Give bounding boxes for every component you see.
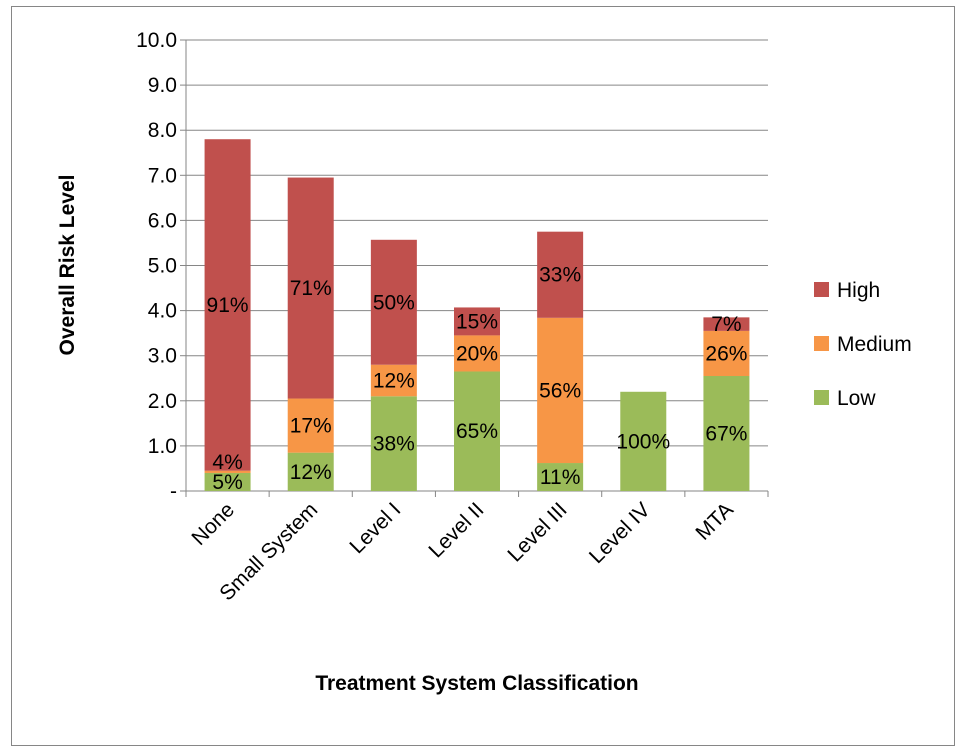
- y-tick-label: 4.0: [148, 300, 177, 323]
- x-tick-label: None: [187, 498, 239, 550]
- y-tick-label: 10.0: [136, 29, 177, 52]
- legend-swatch-medium: [814, 336, 829, 351]
- y-tick-label: -: [170, 480, 177, 503]
- data-label: 4%: [212, 451, 242, 474]
- bar-medium: [537, 317, 584, 464]
- data-label: 65%: [456, 420, 498, 443]
- data-label: 17%: [290, 415, 332, 438]
- bar-low: [370, 396, 417, 491]
- bar-high: [370, 239, 417, 365]
- data-label: 26%: [705, 342, 747, 365]
- data-label: 15%: [456, 310, 498, 333]
- y-tick-label: 6.0: [148, 209, 177, 232]
- data-label: 56%: [539, 379, 581, 402]
- x-tick-label: Level I: [345, 498, 405, 558]
- data-label: 7%: [711, 313, 741, 336]
- bar-low: [287, 452, 334, 491]
- bar-high: [287, 177, 334, 399]
- legend-label-medium: Medium: [837, 333, 912, 356]
- data-label: 71%: [290, 277, 332, 300]
- bar-low: [454, 371, 500, 491]
- data-label: 38%: [373, 433, 415, 456]
- y-tick-label: 2.0: [148, 390, 177, 413]
- data-label: 11%: [540, 466, 580, 489]
- bars: [204, 139, 750, 491]
- y-tick-label: 9.0: [148, 74, 177, 97]
- bar-high: [454, 307, 500, 336]
- legend-swatch-high: [814, 282, 829, 297]
- y-tick-label: 3.0: [148, 345, 177, 368]
- bar-high: [703, 317, 750, 331]
- data-label: 12%: [373, 370, 415, 393]
- legend-swatch-low: [814, 390, 829, 405]
- bar-medium: [703, 330, 750, 376]
- data-label: 67%: [705, 422, 747, 445]
- gridlines: [186, 39, 768, 447]
- data-label: 12%: [290, 461, 332, 484]
- bar-medium: [204, 470, 251, 473]
- bar-high: [537, 231, 584, 318]
- legend-label-high: High: [837, 279, 880, 302]
- y-axis-title: Overall Risk Level: [56, 175, 79, 356]
- x-axis-title: Treatment System Classification: [315, 672, 638, 695]
- legend-label-low: Low: [837, 387, 876, 410]
- data-label: 91%: [207, 294, 249, 317]
- y-tick-labels: - 1.0 2.0 3.0 4.0 5.0 6.0 7.0 8.0 9.0 10.0: [136, 29, 177, 503]
- bar-medium: [287, 398, 334, 453]
- data-label: 100%: [616, 430, 670, 453]
- bar-high: [204, 139, 251, 471]
- y-tick-label: 7.0: [148, 164, 177, 187]
- data-label: 20%: [456, 342, 498, 365]
- x-tick-label: Level III: [503, 498, 571, 566]
- y-tick-label: 1.0: [148, 435, 177, 458]
- x-tick-label: Level IV: [585, 498, 655, 568]
- legend: High Medium Low: [814, 279, 912, 410]
- bar-low: [537, 463, 584, 491]
- bar-low: [204, 472, 251, 491]
- bar-medium: [454, 335, 500, 372]
- data-label: 50%: [373, 291, 415, 314]
- data-labels: 5%4% 91% 12% 17% 71% 38% 12% 50% 65% 20% 15% 11% 56%…: [207, 264, 748, 494]
- bar-low: [620, 391, 667, 491]
- x-tick-label: MTA: [691, 498, 738, 545]
- data-label: 5%: [212, 471, 242, 494]
- x-tick-label: Level II: [424, 498, 488, 562]
- y-tick-label: 5.0: [148, 255, 177, 278]
- data-label: 33%: [539, 264, 581, 287]
- y-tick-label: 8.0: [148, 119, 177, 142]
- bar-medium: [370, 364, 417, 397]
- bar-low: [703, 375, 750, 491]
